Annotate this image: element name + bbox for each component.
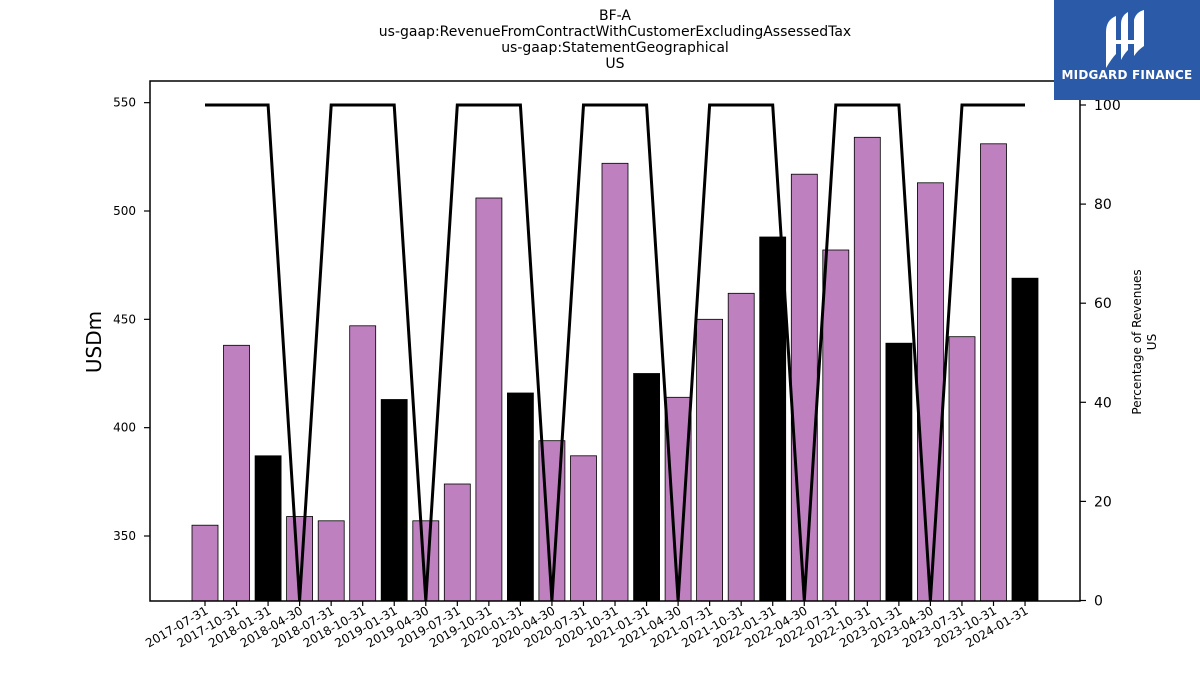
bar-2018-07-31 <box>317 520 345 602</box>
bar-2022-04-30 <box>790 173 818 602</box>
bar-2020-07-31 <box>570 455 597 602</box>
bar-2021-10-31 <box>727 292 755 602</box>
y2-tick-label-100: 100 <box>1094 98 1121 114</box>
bar-2023-01-31 <box>885 342 913 602</box>
y2-tick-label-0: 0 <box>1094 594 1103 610</box>
bar-series <box>191 136 1039 602</box>
chart-titles: BF-A us-gaap:RevenueFromContractWithCust… <box>379 8 851 72</box>
midgard-finance-logo: MIDGARD FINANCE <box>1054 0 1200 100</box>
logo-text: MIDGARD FINANCE <box>1061 68 1193 82</box>
chart-title-1: BF-A <box>599 8 631 24</box>
bar-2020-01-31 <box>506 392 534 602</box>
y-tick-label-450: 450 <box>113 312 136 326</box>
bar-2019-01-31 <box>380 399 408 602</box>
midgard-logo-icon <box>1106 10 1144 68</box>
bar-2020-10-31 <box>601 162 629 602</box>
y2-axis-label-line2: US <box>1145 334 1159 350</box>
bar-2023-07-31 <box>948 336 976 602</box>
bar-2021-01-31 <box>633 373 660 602</box>
y2-tick-label-60: 60 <box>1094 296 1112 312</box>
y-tick-label-550: 550 <box>113 96 136 110</box>
y-axis-label: USDm <box>82 311 106 373</box>
y-tick-label-400: 400 <box>113 421 136 435</box>
chart-title-2: us-gaap:RevenueFromContractWithCustomerE… <box>379 24 851 40</box>
y2-tick-label-80: 80 <box>1094 197 1112 213</box>
bar-2023-04-30 <box>917 182 944 602</box>
bar-2022-10-31 <box>853 136 881 602</box>
bar-2024-01-31 <box>1011 277 1039 602</box>
y-tick-label-500: 500 <box>113 204 136 218</box>
bar-2019-07-31 <box>443 483 471 602</box>
bar-2017-07-31 <box>191 524 219 602</box>
bar-2021-04-30 <box>664 396 692 602</box>
bar-2018-01-31 <box>254 455 282 602</box>
percentage-line <box>205 103 1025 601</box>
bar-2022-01-31 <box>759 236 787 602</box>
y-tick-label-350: 350 <box>113 529 136 543</box>
percentage-line-series <box>205 103 1025 601</box>
bar-2018-10-31 <box>349 325 377 602</box>
chart-title-3: us-gaap:StatementGeographical <box>501 40 729 56</box>
bar-2022-07-31 <box>822 249 850 602</box>
bar-2023-10-31 <box>980 143 1007 602</box>
bar-2021-07-31 <box>696 318 723 602</box>
chart-title-4: US <box>605 56 624 72</box>
bar-2017-10-31 <box>223 344 250 602</box>
y2-tick-label-20: 20 <box>1094 494 1112 510</box>
bar-2019-10-31 <box>475 197 503 602</box>
y2-axis-label-line1: Percentage of Revenues <box>1130 269 1144 414</box>
y2-tick-label-40: 40 <box>1094 395 1112 411</box>
